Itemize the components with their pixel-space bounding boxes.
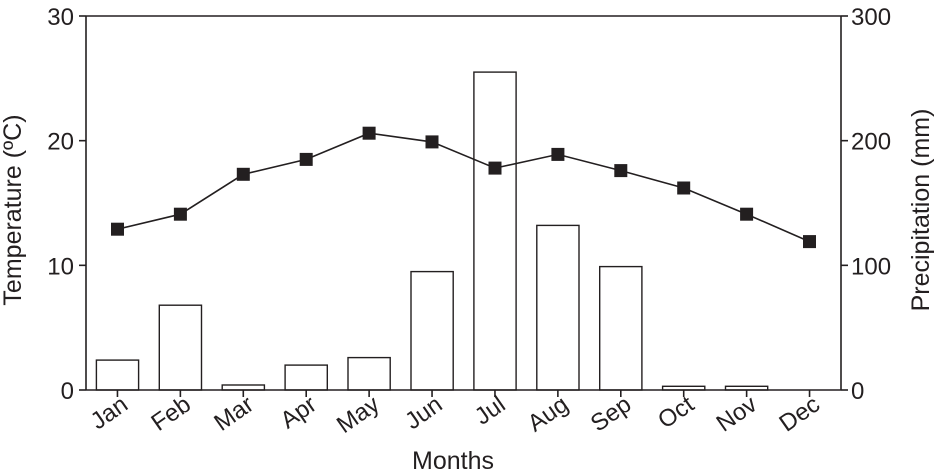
temperature-marker-nov bbox=[740, 207, 754, 221]
axes bbox=[79, 15, 848, 397]
left-tick-label: 20 bbox=[47, 129, 74, 156]
x-tick-label-apr: Apr bbox=[276, 391, 322, 435]
x-tick-label-jul: Jul bbox=[470, 391, 511, 431]
x-axis-title: Months bbox=[412, 447, 494, 473]
bar-sep bbox=[599, 265, 643, 391]
temperature-marker-jan bbox=[111, 222, 124, 236]
temperature-marker-dec bbox=[803, 235, 816, 249]
temperature-marker-sep bbox=[614, 164, 628, 178]
x-tick-label-oct: Oct bbox=[653, 391, 699, 435]
x-tick-label-feb: Feb bbox=[146, 391, 195, 437]
bar-jan bbox=[95, 359, 140, 391]
bar-feb bbox=[158, 304, 203, 391]
temperature-marker-jul bbox=[488, 161, 502, 175]
bar-apr bbox=[284, 364, 329, 391]
x-tick-label-may: May bbox=[332, 391, 385, 439]
right-tick-label: 100 bbox=[851, 253, 891, 280]
right-tick-label: 300 bbox=[851, 4, 891, 31]
bar-jul bbox=[473, 71, 517, 391]
temperature-marker-oct bbox=[677, 181, 691, 195]
temperature-marker-aug bbox=[551, 147, 565, 161]
x-tick-label-aug: Aug bbox=[523, 391, 573, 438]
x-tick-label-jan: Jan bbox=[86, 391, 133, 435]
left-tick-label: 0 bbox=[61, 378, 74, 405]
temperature-marker-may bbox=[362, 126, 376, 140]
temperature-marker-apr bbox=[299, 152, 313, 166]
x-tick-label-dec: Dec bbox=[774, 391, 824, 438]
temperature-line bbox=[111, 126, 816, 249]
right-y-axis-title: Precipitation (mm) bbox=[907, 109, 935, 312]
temperature-marker-mar bbox=[236, 167, 250, 181]
left-tick-label: 30 bbox=[47, 4, 74, 31]
precipitation-bars bbox=[95, 71, 769, 391]
left-y-axis-title: Temperature (ºC) bbox=[0, 114, 27, 305]
bar-jun bbox=[410, 270, 454, 391]
right-tick-label: 0 bbox=[851, 378, 864, 405]
temperature-marker-feb bbox=[173, 207, 187, 221]
x-tick-label-sep: Sep bbox=[586, 391, 636, 438]
bar-aug bbox=[536, 224, 580, 391]
x-tick-label-jun: Jun bbox=[400, 391, 447, 435]
bar-may bbox=[347, 356, 391, 391]
temperature-marker-jun bbox=[425, 135, 439, 149]
temperature-polyline bbox=[117, 132, 810, 243]
right-tick-label: 200 bbox=[851, 129, 891, 156]
left-tick-label: 10 bbox=[47, 253, 74, 280]
x-tick-label-mar: Mar bbox=[209, 391, 258, 437]
x-tick-label-nov: Nov bbox=[712, 391, 762, 438]
